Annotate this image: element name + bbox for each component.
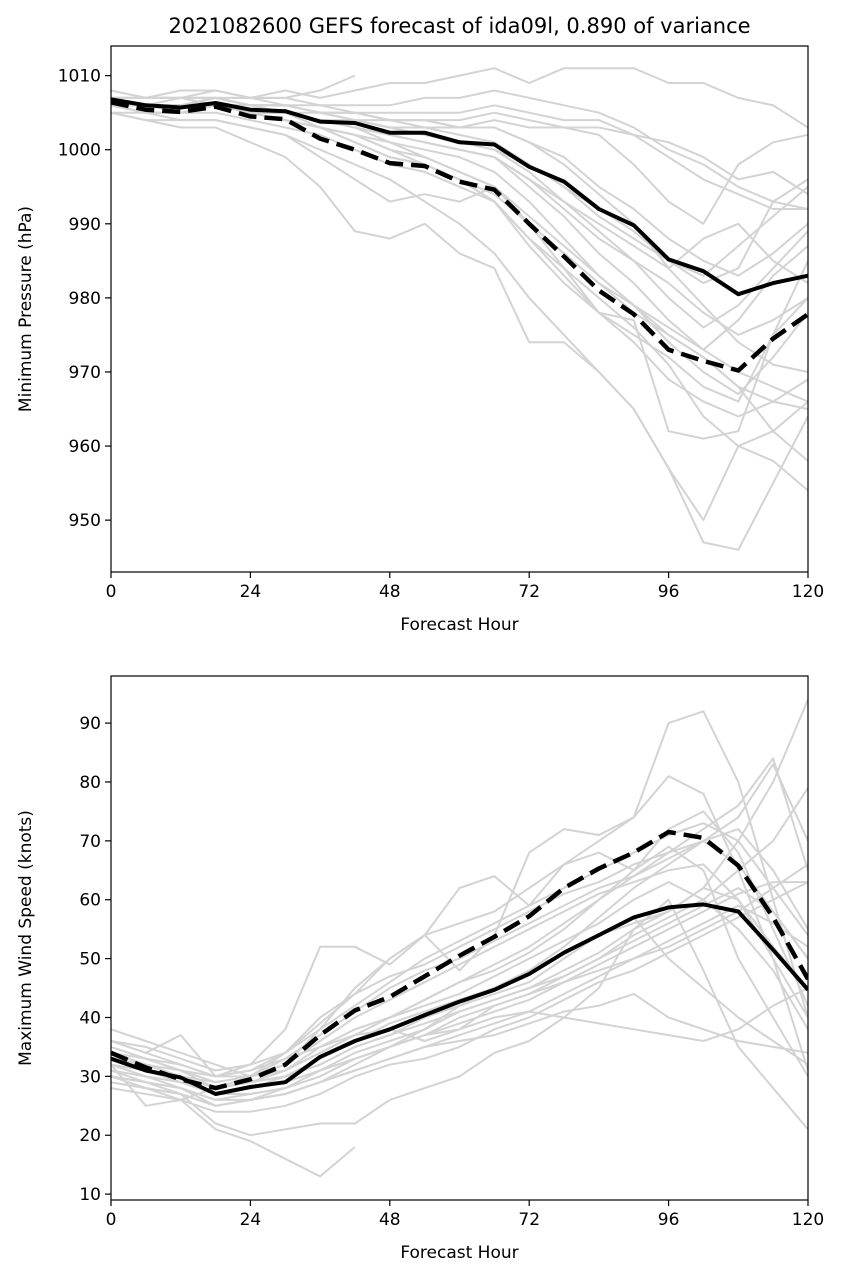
pressure-y-tick-label: 1000 — [58, 141, 101, 161]
wind-x-tick-label: 48 — [379, 1210, 401, 1230]
wind-x-tick-label: 96 — [658, 1210, 680, 1230]
pressure-ensemble-member-line — [111, 96, 808, 285]
pressure-y-tick-label: 990 — [69, 215, 101, 235]
wind-ensemble-member-line — [111, 881, 808, 1113]
pressure-ensemble-member-line — [111, 111, 808, 522]
wind-x-tick-label: 0 — [106, 1210, 117, 1230]
wind-ensemble-member-line — [111, 775, 808, 1078]
pressure-y-tick-label: 960 — [69, 437, 101, 457]
wind-y-tick-label: 60 — [79, 891, 101, 911]
pressure-x-tick-label: 120 — [792, 582, 824, 602]
wind-y-tick-label: 50 — [79, 950, 101, 970]
wind-ensemble-member-line — [111, 828, 808, 1084]
pressure-dashed-mean-line — [111, 100, 808, 373]
wind-dashed-mean-line — [111, 829, 808, 1091]
pressure-y-tick-label: 970 — [69, 363, 101, 383]
pressure-x-tick-label: 96 — [658, 582, 680, 602]
wind-y-tick-label: 70 — [79, 832, 101, 852]
pressure-x-tick-label: 48 — [379, 582, 401, 602]
pressure-y-tick-label: 1010 — [58, 67, 101, 87]
wind-ensemble-member-line — [111, 898, 808, 1137]
pressure-y-axis-label: Minimum Pressure (hPa) — [16, 206, 36, 412]
pressure-solid-mean-line — [111, 97, 808, 297]
wind-ensemble-member-line — [111, 887, 808, 1090]
pressure-y-tick-label: 950 — [69, 511, 101, 531]
pressure-y-tick-label: 980 — [69, 289, 101, 309]
pressure-ensemble-member-line — [111, 104, 808, 448]
pressure-x-axis-label: Forecast Hour — [400, 615, 518, 635]
wind-ensemble-member-line — [111, 904, 808, 1107]
wind-x-axis-label: Forecast Hour — [400, 1243, 518, 1263]
wind-x-tick-label: 120 — [792, 1210, 824, 1230]
pressure-x-tick-label: 72 — [518, 582, 540, 602]
wind-x-tick-label: 72 — [518, 1210, 540, 1230]
wind-solid-mean-line — [111, 902, 808, 1096]
wind-ensemble-member-line — [111, 822, 808, 1072]
wind-ensemble-member-line — [111, 881, 808, 1095]
wind-y-tick-label: 10 — [79, 1185, 101, 1205]
pressure-series-group — [111, 67, 808, 551]
chart-title: 2021082600 GEFS forecast of ida09l, 0.89… — [168, 14, 750, 38]
wind-axes-frame — [110, 675, 809, 1201]
wind-y-tick-label: 30 — [79, 1067, 101, 1087]
pressure-ensemble-member-line — [111, 89, 808, 210]
pressure-ensemble-member-line — [111, 74, 356, 99]
wind-panel: 0 24 48 72 96 120 10 20 30 40 50 60 70 80 90 Forecast H… — [16, 675, 824, 1263]
wind-ensemble-member-line — [111, 845, 808, 1107]
wind-ensemble-member-line — [111, 863, 808, 1078]
wind-y-tick-label: 20 — [79, 1126, 101, 1146]
wind-ensemble-member-line — [111, 987, 808, 1101]
wind-series-group — [111, 699, 808, 1178]
wind-x-tick-label: 24 — [240, 1210, 262, 1230]
pressure-ensemble-member-line — [111, 111, 808, 440]
pressure-x-tick-label: 24 — [240, 582, 262, 602]
wind-y-tick-label: 90 — [79, 714, 101, 734]
wind-y-tick-label: 80 — [79, 773, 101, 793]
pressure-axes-frame — [110, 45, 809, 573]
wind-y-axis-label: Maximum Wind Speed (knots) — [16, 810, 36, 1066]
pressure-panel: 0 24 48 72 96 120 950 960 970 980 990 1000 1010 Forec… — [16, 14, 824, 635]
wind-y-tick-label: 40 — [79, 1008, 101, 1028]
pressure-x-tick-label: 0 — [106, 582, 117, 602]
